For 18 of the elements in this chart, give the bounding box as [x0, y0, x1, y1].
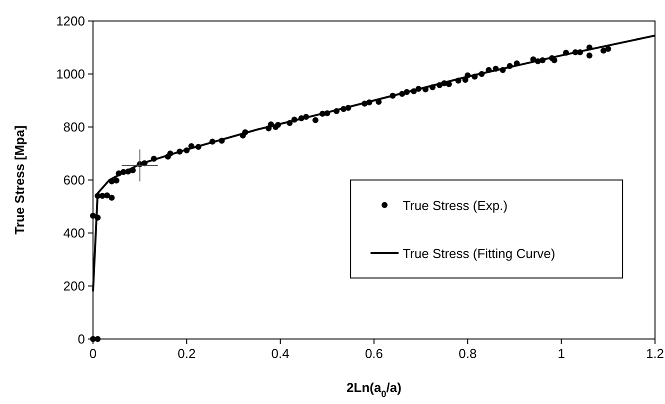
x-tick-label: 0.2 [178, 346, 196, 361]
x-tick-label: 0.4 [271, 346, 290, 361]
x-axis-title: 2Ln(a$_{0}$/a) [346, 380, 402, 399]
legend-label: True Stress (Exp.) [402, 198, 508, 213]
y-tick-label: 600 [63, 172, 85, 188]
x-tick-label: 1 [558, 346, 565, 361]
y-tick-label: 800 [63, 120, 85, 134]
y-axis-title: True Stress [Mpa] [12, 125, 27, 235]
y-tick-label: 0 [78, 332, 85, 346]
x-tick-label: 0.6 [364, 346, 384, 361]
y-tick-label: 200 [63, 278, 85, 294]
x-tick-label: 0.8 [458, 346, 477, 361]
y-tick-label: 1200 [56, 14, 85, 28]
legend-label: True Stress (Fitting Curve) [402, 246, 556, 261]
x-tick-label: 1.2 [646, 346, 664, 361]
y-tick-label: 1000 [56, 66, 85, 82]
y-tick-label: 400 [63, 226, 85, 240]
x-tick-label: 0 [89, 346, 97, 361]
